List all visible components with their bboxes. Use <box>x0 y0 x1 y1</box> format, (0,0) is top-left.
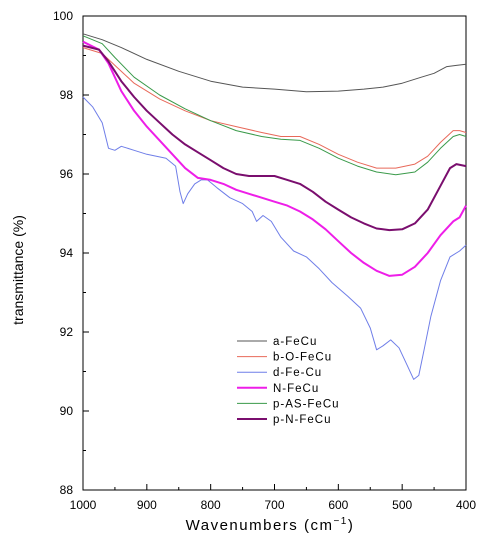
x-tick-label: 1000 <box>70 498 97 512</box>
x-tick-label: 700 <box>264 498 284 512</box>
axis-ticks: 1000 900 800 700 600 500 400 88 90 92 94 96 98 100 <box>53 9 476 512</box>
legend-label: a-FeCu <box>273 336 317 348</box>
series-line <box>82 33 467 93</box>
series-line <box>82 40 467 277</box>
series-line <box>82 96 467 380</box>
x-tick-label: 600 <box>328 498 348 512</box>
y-tick-label: 100 <box>53 9 73 23</box>
y-tick-label: 96 <box>60 167 74 181</box>
x-tick-label: 900 <box>137 498 157 512</box>
y-tick-label: 98 <box>60 88 74 102</box>
x-axis-title: Wavenumbers (cm−1) <box>186 516 355 534</box>
legend: a-FeCu b-O-FeCu d-Fe-Cu N-FeCu p-AS-FeCu p-N-… <box>237 336 340 426</box>
series-line <box>82 44 467 232</box>
x-tick-label: 800 <box>201 498 221 512</box>
series-line <box>82 35 467 176</box>
y-tick-label: 92 <box>60 325 74 339</box>
legend-label: N-FeCu <box>273 383 319 395</box>
x-axis-title-sup: −1 <box>333 516 347 527</box>
legend-label: p-AS-FeCu <box>273 398 340 410</box>
legend-label: b-O-FeCu <box>273 352 332 364</box>
y-tick-label: 90 <box>60 404 74 418</box>
legend-label: d-Fe-Cu <box>273 367 322 379</box>
y-axis-title: transmittance (%) <box>10 215 26 325</box>
y-tick-label: 88 <box>60 483 74 497</box>
legend-label: p-N-FeCu <box>273 414 331 426</box>
x-tick-label: 500 <box>392 498 412 512</box>
x-axis-title-tail: ) <box>348 517 355 534</box>
y-tick-label: 94 <box>60 246 74 260</box>
x-tick-label: 400 <box>456 498 476 512</box>
series-layer <box>82 33 467 380</box>
x-axis-title-main: Wavenumbers (cm <box>186 517 334 534</box>
series-line <box>82 47 467 169</box>
